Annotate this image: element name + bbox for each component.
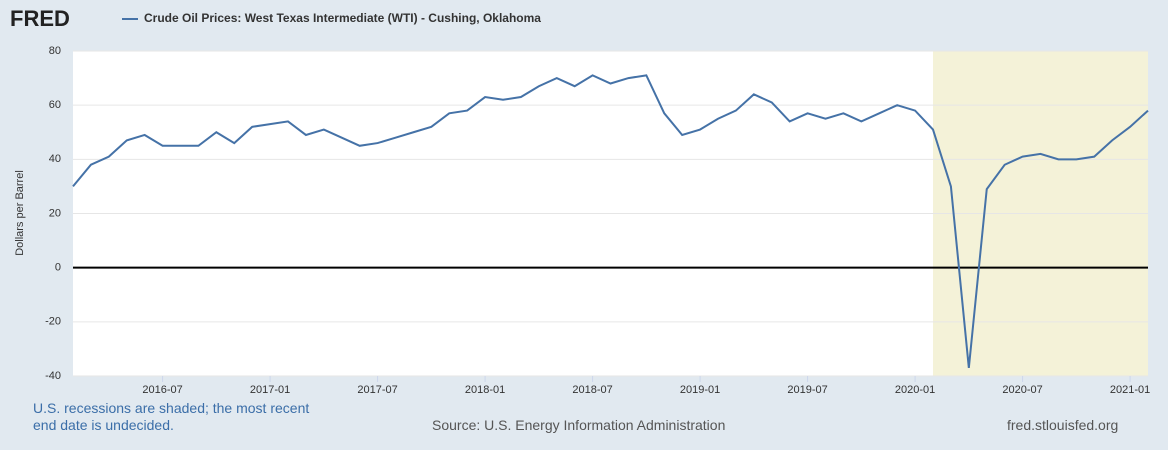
y-tick-label: -20 [45,316,61,328]
y-axis-label: Dollars per Barrel [14,170,26,256]
logo: FRED [10,6,70,31]
x-tick-label: 2021-01 [1110,384,1150,396]
x-tick-label: 2018-07 [572,384,612,396]
y-tick-label: 80 [49,45,61,57]
y-tick-label: 0 [55,262,61,274]
x-tick-label: 2019-01 [680,384,720,396]
y-tick-label: 40 [49,153,61,165]
x-tick-label: 2019-07 [787,384,827,396]
x-tick-label: 2016-07 [142,384,182,396]
x-tick-label: 2017-01 [250,384,290,396]
y-tick-label: 20 [49,207,61,219]
x-tick-label: 2020-07 [1002,384,1042,396]
source: Source: U.S. Energy Information Administ… [432,417,726,433]
x-tick-label: 2017-07 [357,384,397,396]
x-tick-label: 2020-01 [895,384,935,396]
x-tick-label: 2018-01 [465,384,505,396]
note: U.S. recessions are shaded; the most rec… [33,400,310,433]
y-tick-label: 60 [49,99,61,111]
legend-label: Crude Oil Prices: West Texas Intermediat… [144,11,541,25]
y-tick-label: -40 [45,370,61,382]
url[interactable]: fred.stlouisfed.org [1007,417,1119,433]
data-line [72,74,1149,368]
